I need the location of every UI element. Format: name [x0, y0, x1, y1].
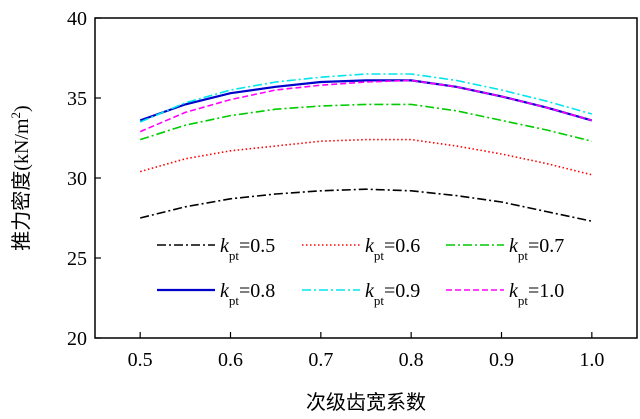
y-tick-label: 30: [67, 168, 87, 190]
y-tick-label: 40: [67, 8, 87, 30]
x-tick-label: 0.5: [128, 349, 153, 371]
x-tick-label: 0.7: [308, 349, 333, 371]
legend-label-1: kpt=0.5: [220, 235, 275, 263]
series-line-2: [139, 138, 592, 176]
y-axis-label: 推力密度(kN/m2): [8, 105, 33, 250]
x-tick-label: 0.9: [489, 349, 514, 371]
y-axis-label-close: ): [11, 105, 33, 112]
plot-area: [94, 17, 638, 339]
y-axis-label-superscript: 2: [8, 112, 23, 119]
legend-label-3: kpt=0.7: [509, 235, 564, 263]
y-axis-label-main: 推力密度(kN/m: [10, 118, 33, 251]
series-line-3: [139, 103, 592, 142]
series-line-5: [139, 73, 593, 123]
legend-label-5: kpt=0.9: [365, 280, 420, 308]
y-tick-label: 25: [67, 248, 87, 270]
legend-label-2: kpt=0.6: [365, 235, 420, 263]
x-tick-label: 0.8: [399, 349, 424, 371]
series-line-4: [139, 79, 593, 122]
legend-label-6: kpt=1.0: [509, 280, 564, 308]
y-tick-label: 35: [67, 88, 87, 110]
series-line-1: [140, 188, 592, 222]
y-tick-label: 20: [67, 328, 87, 350]
x-axis-label: 次级齿宽系数: [306, 391, 426, 414]
x-tick-label: 0.6: [218, 349, 243, 371]
legend-label-4: kpt=0.8: [220, 280, 275, 308]
x-tick-label: 1.0: [579, 349, 604, 371]
